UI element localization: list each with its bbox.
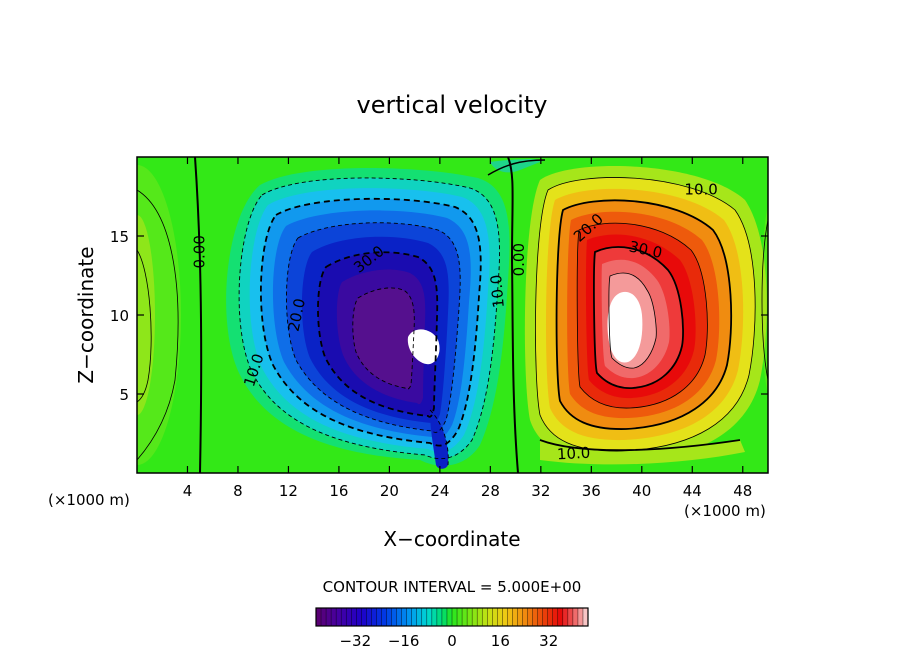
x-tick-label: 8 — [233, 482, 243, 500]
colorbar — [315, 607, 589, 627]
colorbar-tick-label: −16 — [388, 632, 420, 650]
colorbar-cell — [321, 608, 327, 626]
colorbar-cell — [426, 608, 433, 626]
left-lobe-inner — [137, 215, 155, 415]
x-axis-ticks: 4 8 12 16 20 24 28 32 36 40 44 48 — [183, 157, 752, 500]
colorbar-cell — [557, 608, 564, 626]
colorbar-cell — [472, 608, 478, 626]
colorbar-cell — [366, 608, 372, 626]
x-tick-label: 36 — [582, 482, 601, 500]
y-axis-ticks: 5 10 15 — [110, 228, 768, 404]
colorbar-cell — [487, 608, 493, 626]
x-unit-right: (×1000 m) — [684, 502, 766, 520]
colorbar-tick-label: 0 — [447, 632, 457, 650]
colorbar-cell — [391, 608, 397, 626]
x-tick-label: 4 — [183, 482, 193, 500]
colorbar-cell — [326, 608, 332, 626]
contour-label: 10.0 — [556, 444, 590, 464]
colorbar-cell — [522, 608, 528, 626]
colorbar-cell — [502, 608, 508, 626]
colorbar-cell — [542, 608, 549, 626]
y-axis-label: Z−coordinate — [74, 246, 98, 383]
y-tick-label: 15 — [110, 228, 129, 246]
colorbar-cell — [421, 608, 428, 626]
colorbar-cell — [441, 608, 448, 626]
downdraft-core-hole — [407, 329, 440, 365]
colorbar-cell — [396, 608, 402, 626]
colorbar-cell — [346, 608, 352, 626]
colorbar-tick-labels: −32 −16 0 16 32 — [339, 632, 558, 650]
y-tick-label: 10 — [110, 307, 129, 325]
colorbar-cell — [446, 608, 453, 626]
colorbar-cell — [431, 608, 438, 626]
colorbar-cell — [331, 608, 337, 626]
x-tick-label: 48 — [733, 482, 752, 500]
colorbar-cell — [552, 608, 559, 626]
colorbar-cell — [452, 608, 458, 626]
colorbar-cell — [351, 608, 357, 626]
x-tick-label: 12 — [279, 482, 298, 500]
colorbar-cell — [547, 608, 554, 626]
x-tick-label: 24 — [430, 482, 449, 500]
colorbar-cell — [482, 608, 488, 626]
chart-title: vertical velocity — [357, 91, 548, 119]
colorbar-cell — [406, 608, 413, 626]
colorbar-cell — [512, 608, 518, 626]
x-tick-label: 28 — [481, 482, 500, 500]
colorbar-cell — [371, 608, 377, 626]
x-unit-left: (×1000 m) — [48, 491, 130, 509]
colorbar-tick-label: −32 — [339, 632, 371, 650]
colorbar-cell — [467, 608, 473, 626]
colorbar-cell — [316, 608, 322, 626]
updraft-region — [524, 166, 767, 465]
contour-label: 10.0 — [487, 274, 508, 309]
colorbar-cell — [492, 608, 498, 626]
colorbar-cell — [462, 608, 468, 626]
colorbar-cell — [497, 608, 503, 626]
colorbar-cell — [582, 608, 589, 626]
contour-label: 0.00 — [191, 235, 209, 268]
y-tick-label: 5 — [119, 386, 129, 404]
colorbar-cell — [532, 608, 538, 626]
colorbar-cell — [341, 608, 347, 626]
x-axis-label: X−coordinate — [383, 527, 520, 551]
updraft-core-hole — [607, 291, 643, 363]
contour-label: 0.00 — [510, 243, 528, 276]
x-tick-label: 40 — [632, 482, 651, 500]
colorbar-cell — [567, 608, 574, 626]
colorbar-cell — [416, 608, 423, 626]
colorbar-cell — [381, 608, 387, 626]
colorbar-cell — [401, 608, 407, 626]
colorbar-cell — [517, 608, 523, 626]
contour-lines — [137, 157, 768, 473]
colorbar-tick-label: 16 — [491, 632, 510, 650]
colorbar-cell — [507, 608, 513, 626]
colorbar-cell — [386, 608, 392, 626]
colorbar-cell — [527, 608, 533, 626]
colorbar-cell — [376, 608, 382, 626]
colorbar-tick-label: 32 — [539, 632, 558, 650]
colorbar-cell — [537, 608, 543, 626]
colorbar-frame — [315, 607, 589, 627]
colorbar-cell — [572, 608, 579, 626]
colorbar-cell — [361, 608, 367, 626]
colorbar-cell — [577, 608, 584, 626]
contour-label: 10.0 — [684, 181, 717, 199]
colorbar-cell — [457, 608, 463, 626]
contour-interval-text: CONTOUR INTERVAL = 5.000E+00 — [323, 578, 582, 596]
x-tick-label: 32 — [531, 482, 550, 500]
colorbar-cell — [336, 608, 342, 626]
colorbar-cell — [411, 608, 418, 626]
colorbar-cell — [356, 608, 362, 626]
x-tick-label: 20 — [380, 482, 399, 500]
colorbar-cell — [477, 608, 483, 626]
x-tick-label: 44 — [683, 482, 702, 500]
colorbar-cell — [562, 608, 569, 626]
x-tick-label: 16 — [329, 482, 348, 500]
colorbar-cell — [436, 608, 443, 626]
